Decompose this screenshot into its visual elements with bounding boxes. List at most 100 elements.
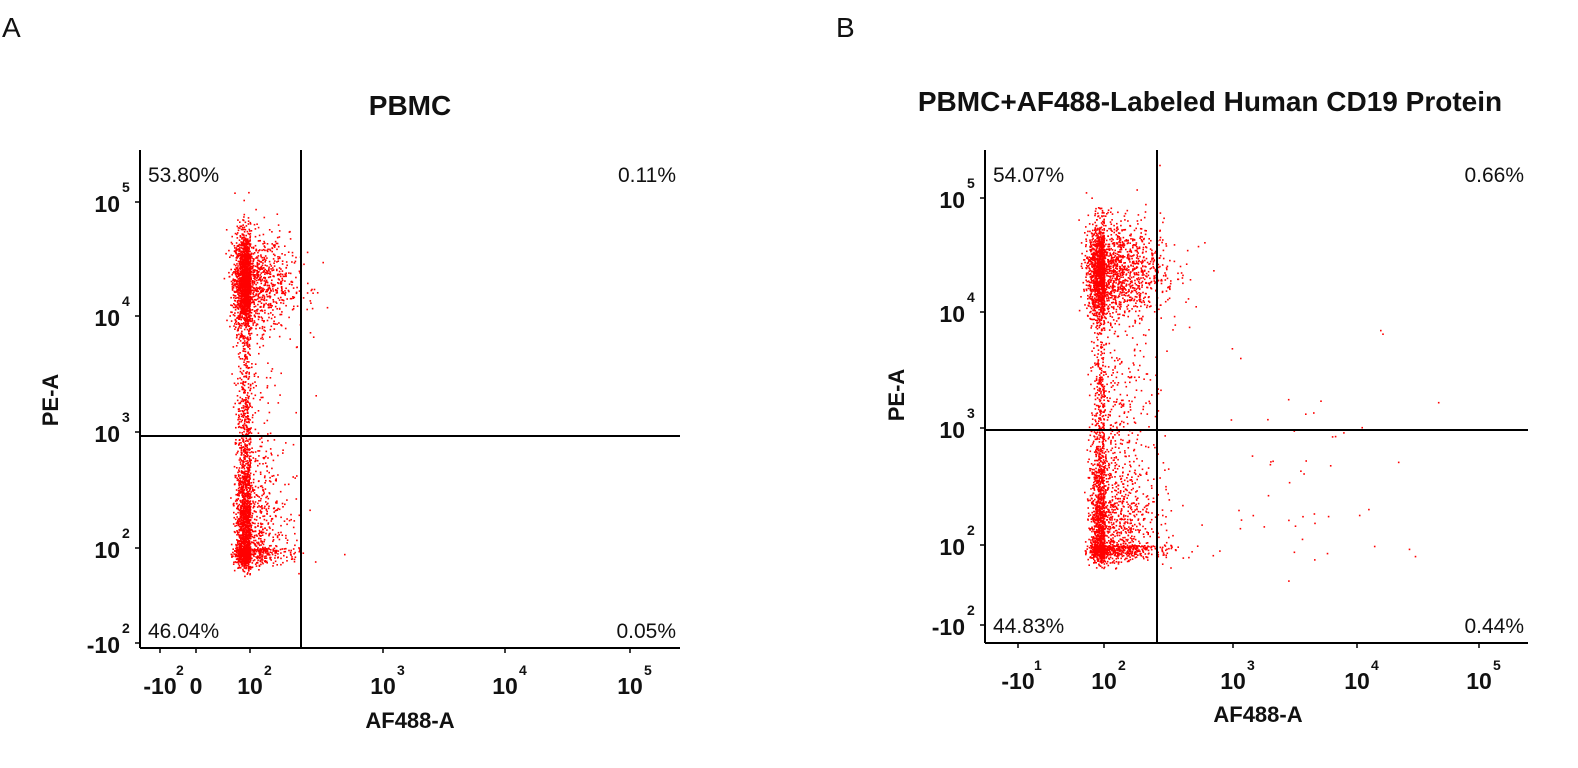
data-point bbox=[259, 506, 262, 508]
data-point bbox=[272, 322, 275, 325]
data-point bbox=[295, 411, 297, 414]
data-point bbox=[241, 253, 243, 256]
data-point bbox=[268, 287, 270, 289]
data-point bbox=[240, 413, 243, 415]
data-point bbox=[228, 249, 230, 252]
data-point bbox=[243, 565, 245, 568]
data-point bbox=[240, 244, 243, 246]
data-point bbox=[247, 406, 250, 409]
data-point bbox=[245, 550, 247, 552]
data-point bbox=[246, 480, 249, 482]
data-point bbox=[249, 448, 251, 451]
data-point bbox=[241, 335, 243, 338]
data-point bbox=[262, 333, 265, 336]
data-point bbox=[242, 285, 245, 287]
data-point bbox=[262, 515, 264, 518]
data-point bbox=[259, 551, 262, 553]
data-point bbox=[257, 279, 260, 281]
data-point bbox=[243, 231, 246, 233]
data-point bbox=[246, 283, 248, 285]
data-point bbox=[237, 511, 239, 514]
data-point bbox=[1105, 284, 1108, 287]
data-point bbox=[249, 237, 251, 239]
data-point bbox=[234, 500, 237, 502]
data-point bbox=[261, 485, 263, 487]
data-point bbox=[247, 440, 249, 442]
data-point bbox=[239, 461, 242, 463]
data-point bbox=[240, 332, 243, 335]
data-point bbox=[225, 252, 227, 255]
data-point bbox=[258, 455, 260, 457]
data-point bbox=[238, 519, 241, 521]
data-point bbox=[246, 546, 248, 548]
data-point bbox=[247, 392, 249, 394]
data-point bbox=[247, 454, 249, 457]
data-point bbox=[241, 289, 244, 292]
data-point bbox=[229, 325, 231, 328]
data-point bbox=[257, 295, 259, 297]
data-point bbox=[242, 387, 245, 390]
data-point bbox=[248, 353, 251, 355]
data-point bbox=[242, 549, 244, 551]
data-point bbox=[272, 253, 275, 256]
data-point bbox=[246, 405, 249, 407]
data-point bbox=[310, 302, 312, 304]
data-point bbox=[250, 496, 253, 499]
data-point bbox=[252, 259, 255, 262]
data-point bbox=[1087, 230, 1089, 233]
data-point bbox=[236, 544, 238, 547]
data-point bbox=[242, 303, 245, 305]
data-point bbox=[234, 318, 237, 321]
data-point bbox=[238, 564, 241, 567]
data-point bbox=[234, 312, 236, 314]
data-point bbox=[247, 476, 250, 478]
data-point bbox=[246, 416, 248, 418]
data-point bbox=[253, 542, 255, 545]
data-point bbox=[276, 564, 278, 566]
data-point bbox=[239, 558, 241, 560]
data-point bbox=[1118, 232, 1121, 235]
data-point bbox=[258, 569, 260, 571]
data-point bbox=[235, 264, 237, 267]
data-point bbox=[238, 443, 240, 445]
data-point bbox=[248, 255, 251, 258]
data-point bbox=[257, 450, 259, 452]
data-point bbox=[241, 294, 244, 297]
data-point bbox=[252, 280, 254, 282]
data-point bbox=[244, 420, 246, 423]
data-point bbox=[265, 259, 267, 261]
data-point bbox=[259, 277, 261, 279]
data-point bbox=[277, 531, 280, 534]
data-point bbox=[254, 305, 257, 308]
data-point bbox=[240, 293, 242, 295]
data-point bbox=[243, 427, 245, 430]
data-point bbox=[258, 234, 261, 237]
data-point bbox=[249, 235, 252, 237]
data-point bbox=[245, 433, 248, 435]
data-point bbox=[255, 294, 258, 296]
data-point bbox=[255, 545, 257, 548]
data-point bbox=[1114, 290, 1117, 292]
data-point bbox=[251, 416, 254, 419]
data-point bbox=[241, 257, 243, 260]
data-point bbox=[242, 307, 245, 309]
data-point bbox=[279, 394, 281, 396]
data-point bbox=[246, 256, 248, 259]
data-point bbox=[264, 546, 266, 549]
data-point bbox=[262, 463, 264, 465]
data-point bbox=[241, 226, 244, 229]
data-point bbox=[246, 243, 248, 245]
data-point bbox=[252, 457, 255, 459]
data-point bbox=[238, 263, 241, 265]
data-point bbox=[276, 248, 278, 251]
data-point bbox=[249, 551, 252, 554]
data-point bbox=[245, 397, 247, 399]
data-point bbox=[258, 529, 261, 532]
data-point bbox=[257, 251, 259, 254]
data-point bbox=[247, 563, 250, 566]
data-point bbox=[245, 292, 248, 294]
data-point bbox=[266, 548, 268, 550]
data-point bbox=[249, 558, 251, 561]
data-point bbox=[247, 560, 249, 562]
data-point bbox=[256, 277, 258, 279]
